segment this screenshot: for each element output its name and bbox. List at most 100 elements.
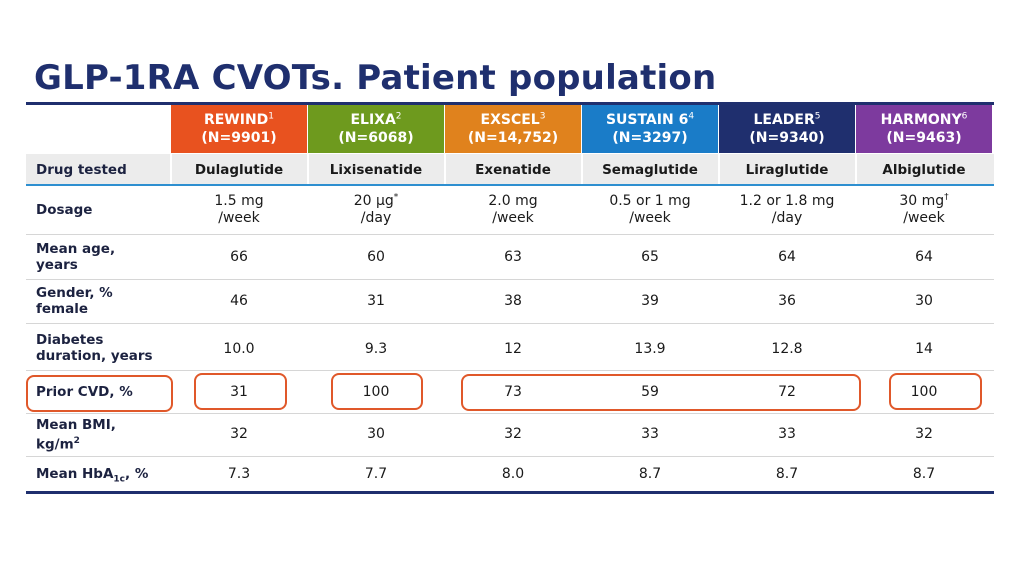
trial-name: ELIXA bbox=[350, 112, 396, 128]
table-cell: 12.8 bbox=[771, 341, 803, 357]
trial-n: (N=9463) bbox=[886, 130, 962, 146]
table-cell: 36 bbox=[778, 293, 796, 309]
trial-name: LEADER bbox=[753, 112, 815, 128]
table-cell: 32 bbox=[504, 426, 522, 442]
table-cell: 8.0 bbox=[501, 466, 525, 482]
dose-mark: † bbox=[944, 192, 949, 203]
table-cell: 59 bbox=[641, 384, 659, 400]
row-label-subscript: 1c bbox=[113, 474, 126, 485]
dose-value: 30 mg bbox=[899, 193, 945, 209]
table-cell: Dulaglutide bbox=[194, 162, 284, 178]
table-cell: 8.7 bbox=[775, 466, 799, 482]
row-label-text: Mean HbA bbox=[36, 466, 114, 482]
table-cell: 46 bbox=[230, 293, 248, 309]
row-mean-bmi: Mean BMI, kg/m2 32 30 32 33 33 32 bbox=[26, 414, 994, 456]
table-cell: 13.9 bbox=[634, 341, 666, 357]
row-dosage: Dosage 1.5 mg /week 20 µg* /day 2.0 mg /… bbox=[26, 186, 994, 234]
table-cell: 39 bbox=[641, 293, 659, 309]
header-elixa: ELIXA2 (N=6068) bbox=[308, 105, 444, 153]
table-cell: Semaglutide bbox=[602, 162, 698, 178]
dose-value: 0.5 or 1 mg bbox=[609, 193, 691, 209]
trial-name: SUSTAIN 6 bbox=[605, 112, 689, 128]
table-cell: 12 bbox=[504, 341, 522, 357]
table-cell: 72 bbox=[778, 384, 796, 400]
column-divider bbox=[855, 154, 857, 184]
bottom-rule bbox=[26, 491, 994, 494]
row-label-line: Gender, % bbox=[36, 285, 113, 301]
dose-frequency: /week bbox=[492, 210, 534, 226]
column-divider bbox=[718, 154, 720, 184]
table-cell: Liraglutide bbox=[745, 162, 829, 178]
table-cell: 33 bbox=[641, 426, 659, 442]
column-divider bbox=[444, 154, 446, 184]
table-cell: 7.3 bbox=[227, 466, 251, 482]
trial-name: HARMONY bbox=[880, 112, 962, 128]
dose-value: 2.0 mg bbox=[488, 193, 538, 209]
trial-name: EXSCEL bbox=[480, 112, 540, 128]
table-cell: 32 bbox=[230, 426, 248, 442]
trial-ref: 4 bbox=[688, 111, 695, 122]
highlight-box-rewind bbox=[194, 373, 287, 410]
unit-superscript: 2 bbox=[73, 436, 80, 446]
table-cell: 63 bbox=[504, 249, 522, 265]
row-label: Dosage bbox=[36, 202, 93, 218]
table-cell: 30 mg† /week bbox=[856, 193, 992, 227]
table-cell: 7.7 bbox=[364, 466, 388, 482]
table-cell: 14 bbox=[915, 341, 933, 357]
row-divider bbox=[26, 413, 994, 414]
row-label: Mean BMI, kg/m2 bbox=[36, 417, 116, 453]
row-label-text: , % bbox=[125, 466, 149, 482]
row-label-line: duration, years bbox=[36, 348, 153, 364]
table-cell: 64 bbox=[778, 249, 796, 265]
column-divider bbox=[307, 154, 309, 184]
header-leader: LEADER5 (N=9340) bbox=[719, 105, 855, 153]
row-label: Diabetes duration, years bbox=[36, 332, 153, 364]
trial-n: (N=9340) bbox=[749, 130, 825, 146]
row-label: Prior CVD, % bbox=[36, 384, 133, 400]
table-cell: 60 bbox=[367, 249, 385, 265]
table-cell: 20 µg* /day bbox=[308, 193, 444, 227]
column-divider bbox=[581, 154, 583, 184]
table-cell: 66 bbox=[230, 249, 248, 265]
table-cell: 31 bbox=[230, 384, 248, 400]
row-gender: Gender, % female 46 31 38 39 36 30 bbox=[26, 280, 994, 323]
row-label: Mean HbA1c, % bbox=[36, 466, 148, 488]
trial-ref: 1 bbox=[268, 111, 275, 122]
dose-mark: * bbox=[393, 192, 399, 203]
table-cell: 30 bbox=[915, 293, 933, 309]
row-divider bbox=[26, 370, 994, 371]
trial-n: (N=3297) bbox=[612, 130, 688, 146]
highlight-box-group bbox=[461, 374, 861, 411]
dose-value: 1.5 mg bbox=[214, 193, 264, 209]
trial-ref: 2 bbox=[395, 111, 402, 122]
row-mean-age: Mean age, years 66 60 63 65 64 64 bbox=[26, 235, 994, 279]
row-label-line: years bbox=[36, 257, 78, 273]
dose-value: 1.2 or 1.8 mg bbox=[739, 193, 835, 209]
highlight-box-elixa bbox=[331, 373, 423, 410]
trial-ref: 3 bbox=[539, 111, 546, 122]
table-cell: 1.5 mg /week bbox=[171, 193, 307, 227]
row-label: Gender, % female bbox=[36, 285, 113, 317]
dose-value: 20 µg bbox=[353, 193, 394, 209]
row-label-line: Mean BMI, bbox=[36, 417, 116, 433]
dose-frequency: /day bbox=[360, 210, 392, 226]
dose-frequency: /week bbox=[629, 210, 671, 226]
table-cell: 100 bbox=[910, 384, 938, 400]
table-cell: 33 bbox=[778, 426, 796, 442]
table-cell: 30 bbox=[367, 426, 385, 442]
row-divider bbox=[26, 234, 994, 235]
table-cell: 65 bbox=[641, 249, 659, 265]
row-divider bbox=[26, 279, 994, 280]
dose-frequency: /week bbox=[218, 210, 260, 226]
table-cell: 2.0 mg /week bbox=[445, 193, 581, 227]
header-rewind: REWIND1 (N=9901) bbox=[171, 105, 307, 153]
row-label-line: female bbox=[36, 301, 88, 317]
table-cell: 8.7 bbox=[912, 466, 936, 482]
row-label: Drug tested bbox=[36, 162, 127, 178]
row-prior-cvd: Prior CVD, % 31 100 73 59 72 100 bbox=[26, 371, 994, 413]
table-cell: 100 bbox=[362, 384, 390, 400]
row-divider bbox=[26, 456, 994, 457]
table-cell: 32 bbox=[915, 426, 933, 442]
page-title: GLP-1RA CVOTs. Patient population bbox=[34, 58, 717, 98]
row-mean-hba1c: Mean HbA1c, % 7.3 7.7 8.0 8.7 8.7 8.7 bbox=[26, 457, 994, 491]
